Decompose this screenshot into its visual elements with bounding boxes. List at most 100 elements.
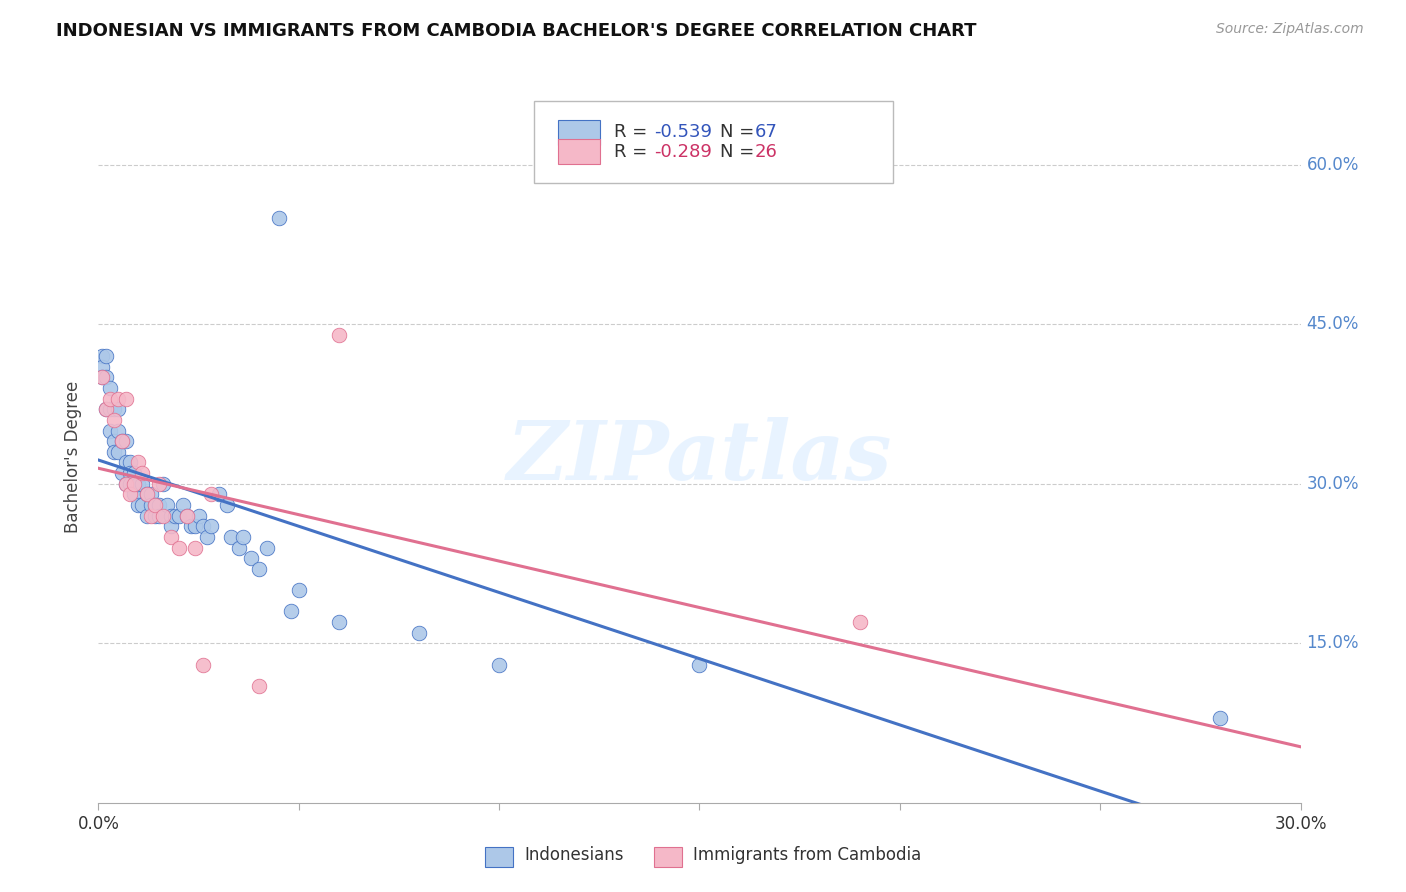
Point <box>103 413 125 427</box>
Point <box>103 445 125 459</box>
Point <box>219 530 242 544</box>
Point <box>111 434 134 449</box>
Point <box>163 508 186 523</box>
Point <box>107 402 129 417</box>
Point <box>239 551 262 566</box>
Point <box>91 370 114 384</box>
Point <box>120 476 142 491</box>
Point <box>328 327 350 342</box>
Point <box>187 508 209 523</box>
Text: R =: R = <box>614 123 654 141</box>
Text: Immigrants from Cambodia: Immigrants from Cambodia <box>693 846 921 863</box>
Text: 26: 26 <box>755 143 778 161</box>
Point <box>131 466 153 480</box>
Point <box>100 392 122 406</box>
Point <box>280 604 302 618</box>
Point <box>96 402 118 417</box>
Point <box>688 657 710 672</box>
Point <box>176 508 198 523</box>
Text: 30.0%: 30.0% <box>1306 475 1360 492</box>
Point <box>107 392 129 406</box>
Point <box>139 487 162 501</box>
Point <box>135 487 157 501</box>
Point <box>256 541 278 555</box>
Point <box>849 615 872 629</box>
Text: 60.0%: 60.0% <box>1306 156 1360 174</box>
Point <box>183 519 205 533</box>
Text: N =: N = <box>720 143 759 161</box>
Point <box>115 476 138 491</box>
Text: 15.0%: 15.0% <box>1306 634 1360 652</box>
Point <box>183 541 205 555</box>
Y-axis label: Bachelor's Degree: Bachelor's Degree <box>65 381 83 533</box>
Point <box>328 615 350 629</box>
Point <box>115 392 138 406</box>
Point <box>191 657 214 672</box>
Point <box>124 476 146 491</box>
Point <box>408 625 430 640</box>
Point <box>159 508 181 523</box>
Point <box>1209 711 1232 725</box>
Point <box>148 508 170 523</box>
Point <box>148 498 170 512</box>
Point <box>208 487 231 501</box>
Point <box>180 519 202 533</box>
Text: INDONESIAN VS IMMIGRANTS FROM CAMBODIA BACHELOR'S DEGREE CORRELATION CHART: INDONESIAN VS IMMIGRANTS FROM CAMBODIA B… <box>56 22 977 40</box>
Point <box>103 434 125 449</box>
Point <box>100 402 122 417</box>
Point <box>91 359 114 374</box>
Point <box>288 583 311 598</box>
Text: R =: R = <box>614 143 654 161</box>
Point <box>159 519 181 533</box>
Point <box>96 402 118 417</box>
Point <box>100 381 122 395</box>
Point <box>120 487 142 501</box>
Text: ZIPatlas: ZIPatlas <box>506 417 893 497</box>
Point <box>124 466 146 480</box>
Point <box>107 424 129 438</box>
Text: 45.0%: 45.0% <box>1306 315 1360 334</box>
Point <box>91 370 114 384</box>
Text: 67: 67 <box>755 123 778 141</box>
Point <box>131 476 153 491</box>
Point <box>120 455 142 469</box>
Point <box>128 476 150 491</box>
Point <box>247 562 270 576</box>
Point <box>120 466 142 480</box>
Point <box>103 402 125 417</box>
Point <box>131 498 153 512</box>
Point <box>143 498 166 512</box>
Point <box>200 519 222 533</box>
Point <box>96 370 118 384</box>
Text: Indonesians: Indonesians <box>524 846 624 863</box>
Text: Source: ZipAtlas.com: Source: ZipAtlas.com <box>1216 22 1364 37</box>
Text: -0.539: -0.539 <box>654 123 711 141</box>
Point <box>115 476 138 491</box>
Point <box>96 349 118 363</box>
Point <box>115 455 138 469</box>
Point <box>200 487 222 501</box>
Point <box>159 530 181 544</box>
Point <box>111 434 134 449</box>
Point <box>135 508 157 523</box>
Point <box>100 424 122 438</box>
Point <box>143 508 166 523</box>
Point <box>139 508 162 523</box>
Point <box>228 541 250 555</box>
Point <box>124 487 146 501</box>
Point <box>167 541 190 555</box>
Point <box>267 211 290 225</box>
Point <box>111 466 134 480</box>
Point <box>152 508 174 523</box>
Point <box>139 498 162 512</box>
Point <box>143 498 166 512</box>
Point <box>115 434 138 449</box>
Point <box>176 508 198 523</box>
Point <box>167 508 190 523</box>
Point <box>488 657 510 672</box>
Point <box>215 498 238 512</box>
Point <box>91 349 114 363</box>
Point <box>195 530 218 544</box>
Text: -0.289: -0.289 <box>654 143 711 161</box>
Text: N =: N = <box>720 123 759 141</box>
